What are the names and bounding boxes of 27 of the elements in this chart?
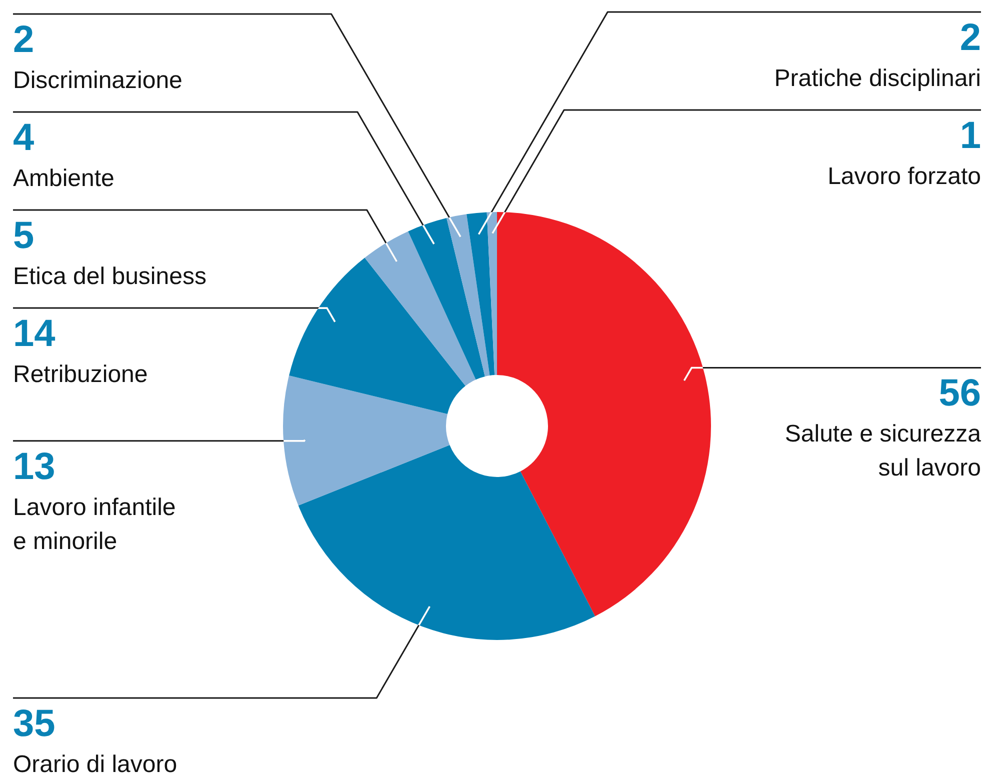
data-label: 5 [13, 215, 34, 258]
slice-label: Ambiente [13, 165, 114, 192]
data-label: 4 [13, 117, 34, 160]
donut-slice [486, 212, 497, 376]
slice-label: Retribuzione [13, 361, 148, 388]
donut-slice [289, 258, 466, 414]
slice-label: Orario di lavoro [13, 751, 178, 778]
data-label: 13 [13, 446, 56, 488]
donut-slice [497, 212, 711, 616]
data-label: 1 [960, 115, 981, 157]
slice-label: Lavoro infantile e minorile [13, 494, 176, 555]
donut-slice [466, 212, 495, 376]
slice-label: Pratiche disciplinari [774, 65, 981, 92]
donut-slice [408, 218, 485, 380]
slice-label: Lavoro forzato [828, 163, 981, 190]
data-label: 2 [960, 17, 981, 59]
data-label: 56 [938, 372, 981, 415]
donut-slice [283, 376, 450, 506]
slice-label: Salute e sicurezza sul lavoro [784, 420, 982, 482]
slice-label: Etica del business [13, 263, 206, 290]
data-label: 14 [13, 313, 56, 356]
data-label: 2 [13, 19, 34, 62]
donut-slice [364, 231, 476, 386]
donut-slice [298, 444, 596, 640]
slice-label: Discriminazione [13, 67, 182, 94]
donut-slice [446, 214, 490, 376]
data-label: 35 [13, 703, 56, 745]
